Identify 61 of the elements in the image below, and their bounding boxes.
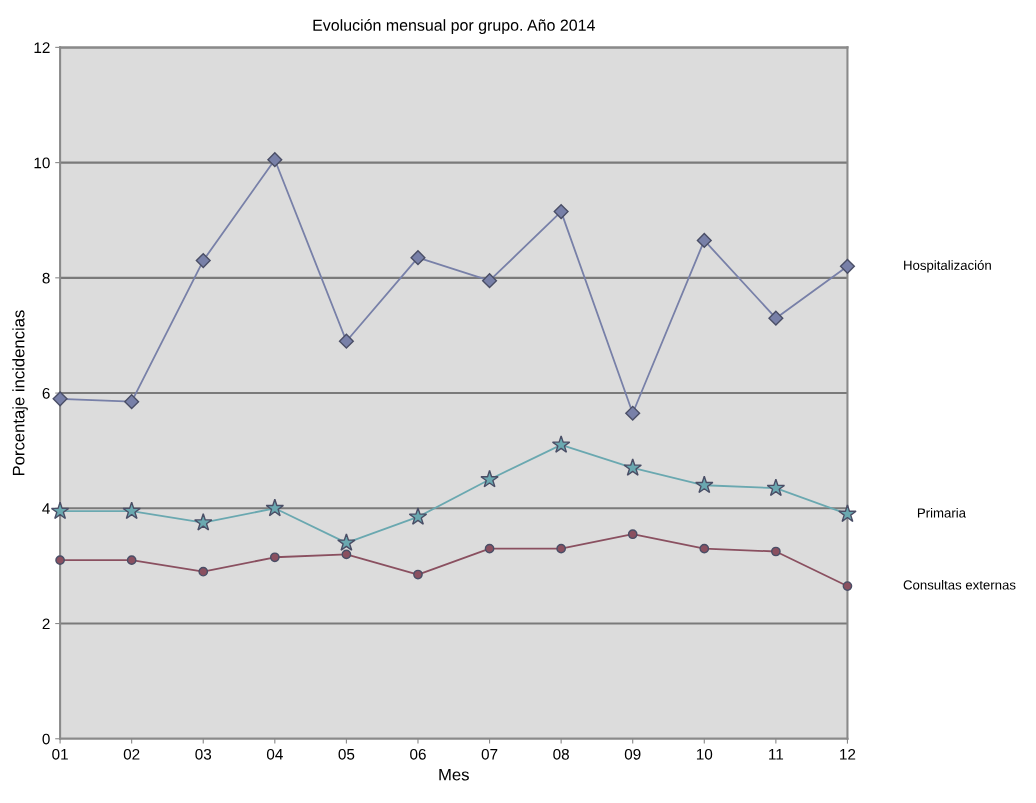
point [766, 478, 786, 497]
point [695, 475, 714, 494]
point [126, 555, 137, 566]
text: Hospitalización [904, 260, 991, 273]
x-tick-label: 07 [481, 748, 498, 760]
x-tick-label: 06 [410, 748, 426, 760]
y-tick-label: 0 [42, 733, 50, 745]
x-tick-label: 09 [624, 748, 641, 760]
point [50, 501, 70, 520]
point [265, 498, 285, 517]
text: Consultas externas [903, 579, 1016, 590]
y-axis-title: Porcentaje incidencias [12, 310, 28, 476]
x-tick-label: 11 [769, 749, 784, 760]
point [52, 391, 68, 407]
x-tick-label: 04 [266, 748, 283, 760]
point [623, 458, 642, 476]
point [625, 405, 641, 421]
point [481, 273, 498, 289]
point [484, 543, 495, 554]
chart-title: Evolución mensual por grupo. Año 2014 [313, 18, 595, 35]
point [267, 152, 283, 168]
point [699, 543, 710, 554]
x-tick-label: 01 [52, 748, 68, 760]
point [842, 581, 853, 591]
point [193, 512, 213, 531]
y-tick-label: 8 [42, 272, 50, 284]
point [269, 552, 280, 563]
x-tick-label: 02 [123, 748, 140, 760]
point [839, 258, 856, 274]
point [338, 333, 354, 349]
point [556, 543, 566, 554]
point [195, 252, 211, 269]
point [480, 469, 499, 488]
x-tick-label: 10 [696, 748, 713, 760]
y-tick-label: 2 [42, 618, 50, 630]
point [55, 555, 65, 566]
point [124, 394, 140, 410]
point [553, 204, 569, 220]
x-axis-title: Mes [439, 768, 469, 781]
point [696, 232, 712, 248]
x-tick-label: 08 [553, 748, 569, 760]
point [771, 546, 781, 557]
point [413, 569, 423, 580]
x-tick-label: 12 [840, 748, 856, 760]
point [838, 504, 857, 523]
point [408, 507, 428, 525]
point [768, 310, 784, 326]
point [337, 533, 356, 551]
point [341, 549, 352, 560]
y-tick-label: 4 [42, 503, 50, 514]
y-tick-label: 12 [34, 42, 50, 53]
point [198, 566, 209, 577]
point [410, 250, 426, 266]
text: Primaria [917, 507, 967, 518]
x-tick-label: 03 [195, 748, 212, 760]
point [122, 501, 141, 520]
y-tick-label: 10 [34, 157, 50, 169]
point [627, 529, 638, 540]
x-tick-label: 05 [338, 748, 355, 760]
y-tick-label: 6 [42, 387, 50, 399]
point [551, 435, 571, 453]
